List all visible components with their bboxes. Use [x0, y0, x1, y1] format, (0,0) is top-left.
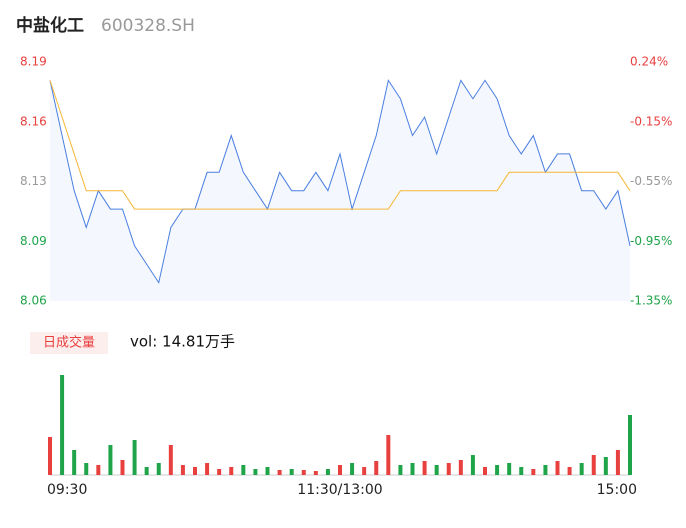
volume-bar	[410, 463, 415, 475]
volume-bar	[313, 471, 318, 475]
y-tick-label: 8.13	[20, 174, 47, 188]
y2-tick-label: -0.55%	[630, 174, 672, 188]
y2-tick-label: -1.35%	[630, 294, 672, 308]
volume-bar	[120, 460, 125, 475]
average-line	[49, 80, 631, 210]
price-line	[49, 79, 631, 284]
volume-bar	[193, 467, 197, 475]
volume-bar	[132, 440, 137, 475]
volume-bar	[483, 467, 487, 475]
stock-name: 中盐化工	[16, 15, 84, 36]
volume-bar	[543, 465, 548, 475]
volume-bar	[289, 469, 294, 475]
volume-bar	[84, 463, 89, 475]
volume-bar	[217, 469, 222, 475]
volume-bar	[579, 463, 584, 475]
volume-bar	[108, 445, 113, 475]
volume-bar	[603, 457, 608, 475]
y2-tick-label: -0.15%	[630, 114, 672, 128]
volume-bar	[229, 467, 234, 475]
volume-bar	[422, 461, 427, 475]
volume-bar	[374, 461, 379, 475]
volume-bar	[180, 465, 185, 475]
y-tick-label: 8.09	[20, 234, 47, 248]
volume-bar	[507, 463, 512, 475]
volume-bar	[301, 470, 306, 475]
volume-bar	[362, 467, 367, 475]
volume-bar	[434, 465, 439, 475]
volume-bar	[338, 465, 342, 475]
volume-bar	[350, 463, 355, 475]
price-area	[50, 80, 630, 301]
volume-bar	[495, 465, 500, 475]
volume-bar	[168, 445, 173, 475]
volume-bar	[386, 435, 391, 475]
y-tick-label: 8.06	[20, 294, 47, 308]
volume-bar	[241, 465, 246, 475]
x-tick-label: 11:30/13:00	[297, 482, 382, 498]
volume-bar	[567, 467, 572, 475]
volume-bar	[446, 463, 451, 475]
volume-bar	[48, 437, 52, 475]
x-tick-label: 15:00	[597, 482, 637, 498]
y2-tick-label: 0.24%	[630, 55, 668, 69]
x-tick-label: 09:30	[47, 482, 87, 498]
y-tick-label: 8.19	[20, 55, 47, 69]
y-tick-label: 8.16	[20, 114, 47, 128]
volume-bar	[555, 461, 560, 475]
volume-bar	[628, 415, 632, 475]
y2-tick-label: -0.95%	[630, 234, 672, 248]
volume-bar	[144, 467, 149, 475]
volume-bar	[265, 467, 270, 475]
volume-bar	[519, 467, 524, 475]
volume-bar	[458, 460, 463, 475]
volume-text: vol: 14.81万手	[130, 333, 235, 351]
volume-bar	[72, 450, 77, 475]
volume-bar	[277, 470, 282, 475]
volume-bar	[253, 469, 258, 475]
volume-bar	[591, 455, 596, 475]
stock-code: 600328.SH	[101, 16, 195, 36]
volume-bar	[470, 455, 475, 475]
volume-bar	[325, 469, 330, 475]
volume-bar	[60, 375, 65, 475]
volume-bar	[96, 465, 101, 475]
volume-bar	[531, 469, 536, 475]
volume-label: 日成交量	[43, 335, 95, 351]
volume-bar	[205, 463, 210, 475]
volume-bar	[156, 463, 161, 475]
volume-bar	[615, 450, 620, 475]
volume-bar	[398, 465, 403, 475]
volume-label-bg	[30, 332, 108, 354]
